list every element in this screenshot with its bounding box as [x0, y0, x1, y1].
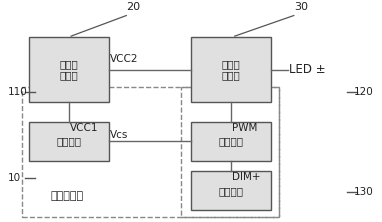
Text: 120: 120 — [354, 87, 374, 97]
Text: VCC1: VCC1 — [70, 123, 99, 133]
Text: 控制模块: 控制模块 — [219, 136, 243, 146]
Bar — [191, 171, 271, 210]
Bar — [181, 87, 278, 217]
Bar — [29, 37, 109, 102]
Text: PWM: PWM — [232, 123, 257, 133]
Text: 电源输
入电路: 电源输 入电路 — [60, 59, 79, 81]
Text: VCC2: VCC2 — [110, 54, 139, 64]
Bar — [191, 122, 271, 161]
Bar — [22, 87, 278, 217]
Text: 10: 10 — [8, 173, 21, 183]
Text: 110: 110 — [8, 87, 28, 97]
Bar — [29, 122, 109, 161]
Text: 稳压模块: 稳压模块 — [57, 136, 82, 146]
Text: Vcs: Vcs — [110, 130, 129, 140]
Bar — [191, 37, 271, 102]
Text: 20: 20 — [126, 2, 141, 12]
Text: 30: 30 — [294, 2, 308, 12]
Text: DIM+: DIM+ — [232, 172, 261, 182]
Text: 调光模块: 调光模块 — [219, 186, 243, 196]
Text: 130: 130 — [354, 187, 374, 197]
Text: 缓启动电路: 缓启动电路 — [50, 191, 83, 201]
Text: 电源控
制电路: 电源控 制电路 — [222, 59, 240, 81]
Text: LED ±: LED ± — [289, 63, 325, 76]
